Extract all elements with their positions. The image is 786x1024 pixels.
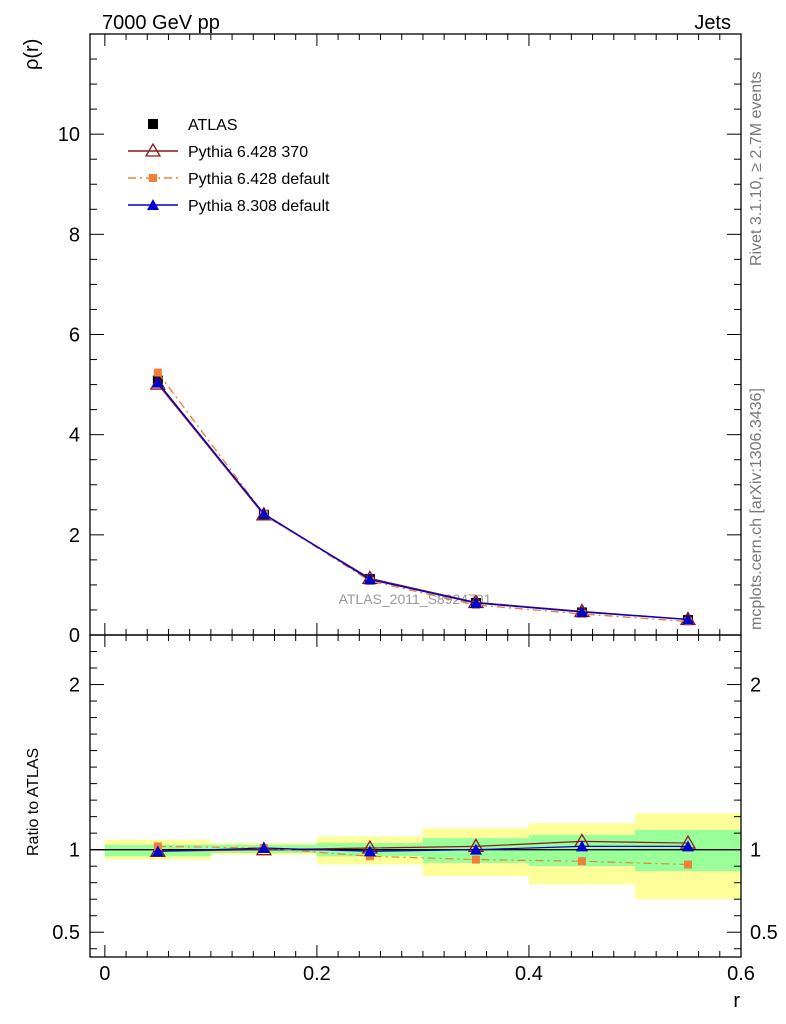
legend-marker-1 xyxy=(144,142,162,157)
main-point-s2-0 xyxy=(153,368,162,377)
ratio-y-tick-label: 0.5 xyxy=(52,922,80,944)
main-y-tick-label: 6 xyxy=(69,325,80,347)
rivet-version-label: Rivet 3.1.10, ≥ 2.7M events xyxy=(748,71,765,266)
ratio-y-tick-label: 1 xyxy=(69,840,80,862)
header-left-title: 7000 GeV pp xyxy=(102,12,220,34)
main-y-axis-label: ρ(r) xyxy=(21,39,43,70)
main-series-line-2 xyxy=(157,372,689,623)
plot-axes: 0 0.2 0.4 0.6 0 2 4 6 8 10 0.5 0.5 1 1 2 2 xyxy=(52,33,778,985)
ratio-panel-plot xyxy=(149,833,697,869)
ratio-point-s2-1 xyxy=(257,842,270,854)
x-tick-label: 0.2 xyxy=(303,963,331,985)
x-tick-label: 0.4 xyxy=(515,963,543,985)
main-point-s3-1 xyxy=(257,507,270,519)
ratio-point-s2-4 xyxy=(575,840,588,852)
ratio-point-s1-4 xyxy=(577,857,586,866)
main-panel-plot xyxy=(149,368,697,626)
legend-marker-3 xyxy=(147,199,159,210)
ratio-series-line-0 xyxy=(157,840,688,852)
main-y-tick-label: 4 xyxy=(69,425,80,447)
legend-marker-2 xyxy=(149,174,157,182)
x-tick-label: 0.6 xyxy=(727,963,755,985)
main-series-line-1 xyxy=(157,383,689,621)
x-axis-label: r xyxy=(733,990,740,1012)
ratio-series-line-1 xyxy=(157,845,689,866)
ratio-y-tick-label-right: 1 xyxy=(750,840,761,862)
ratio-series-line-2 xyxy=(157,845,688,852)
main-y-tick-label: 10 xyxy=(58,124,80,146)
analysis-watermark: ATLAS_2011_S8924791 xyxy=(339,591,492,607)
main-point-s3-3 xyxy=(469,596,482,608)
ratio-y-axis-label: Ratio to ATLAS xyxy=(25,748,42,856)
x-tick-label: 0 xyxy=(99,963,110,985)
main-point-s3-5 xyxy=(681,613,694,625)
ratio-point-s1-3 xyxy=(471,855,480,864)
main-point-s3-2 xyxy=(363,573,376,585)
ratio-point-s2-2 xyxy=(363,845,376,857)
main-point-s3-0 xyxy=(151,376,164,388)
ratio-y-tick-label-right: 0.5 xyxy=(750,922,778,944)
legend-entry-3: Pythia 8.308 default xyxy=(188,198,330,215)
main-y-tick-label: 2 xyxy=(69,525,80,547)
legend: ATLAS Pythia 6.428 370 Pythia 6.428 defaul… xyxy=(128,117,330,215)
ratio-uncertainty-bands xyxy=(90,813,741,900)
main-y-tick-label: 8 xyxy=(69,224,80,246)
main-y-tick-label: 0 xyxy=(69,625,80,647)
mcplots-label: mcplots.cern.ch [arXiv:1306.3436] xyxy=(748,388,765,630)
legend-entry-0: ATLAS xyxy=(188,117,238,134)
ratio-point-s2-5 xyxy=(681,840,694,852)
main-point-s3-4 xyxy=(575,605,588,617)
legend-entry-1: Pythia 6.428 370 xyxy=(188,144,308,161)
ratio-y-tick-label: 2 xyxy=(69,675,80,697)
ratio-point-s1-5 xyxy=(683,860,692,869)
ratio-point-s2-3 xyxy=(469,843,482,855)
legend-marker-0 xyxy=(148,119,158,129)
main-series-line-3 xyxy=(157,382,689,621)
ratio-y-tick-label-right: 2 xyxy=(750,675,761,697)
legend-entry-2: Pythia 6.428 default xyxy=(188,171,330,188)
ratio-point-s2-0 xyxy=(151,845,164,857)
ratio-panel-frame xyxy=(89,634,742,958)
header-right-title: Jets xyxy=(694,12,731,34)
